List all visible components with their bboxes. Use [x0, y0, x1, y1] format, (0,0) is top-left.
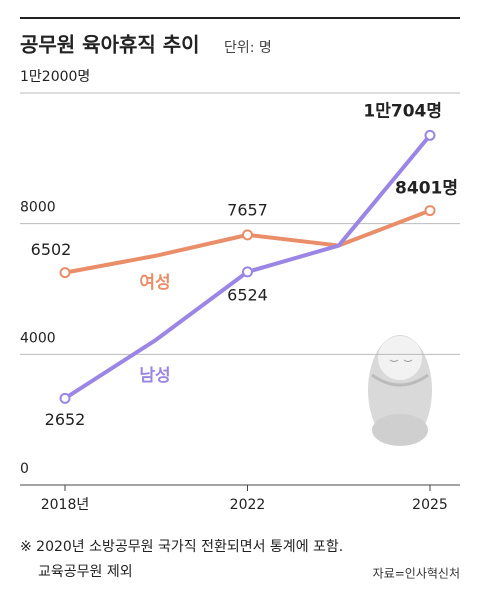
- y-tick-label: 8000: [20, 200, 56, 216]
- footnote: 교육공무원 제외: [38, 564, 133, 580]
- data-label: 6524: [227, 285, 268, 304]
- chart-subtitle: 단위: 명: [224, 40, 272, 56]
- marker: [424, 205, 436, 217]
- footnote: ※ 2020년 소방공무원 국가직 전환되면서 통계에 포함.: [20, 539, 343, 555]
- x-tick-label: 2022: [230, 497, 266, 513]
- data-label: 1만704명: [363, 101, 442, 121]
- marker: [424, 129, 436, 141]
- marker: [59, 392, 71, 404]
- chart-title: 공무원 육아휴직 추이: [20, 33, 200, 57]
- line: [64, 208, 431, 275]
- marker: [242, 229, 253, 241]
- series-label: 여성: [139, 273, 170, 293]
- data-label: 2652: [45, 410, 86, 429]
- marker: [59, 267, 71, 279]
- marker: [242, 266, 253, 278]
- baby-illustration: [368, 335, 432, 446]
- data-label: 8401명: [395, 179, 458, 199]
- y-tick-label: 4000: [20, 330, 56, 346]
- data-label: 7657: [227, 200, 268, 219]
- y-tick-label: 0: [20, 461, 29, 477]
- series-label: 남성: [139, 366, 170, 386]
- source: 자료=인사혁신처: [373, 567, 460, 581]
- x-tick-label: 2018년: [41, 497, 90, 513]
- x-tick-label: 2025: [412, 497, 448, 513]
- data-label: 6502: [31, 240, 72, 259]
- y-tick-label: 1만2000명: [20, 69, 90, 85]
